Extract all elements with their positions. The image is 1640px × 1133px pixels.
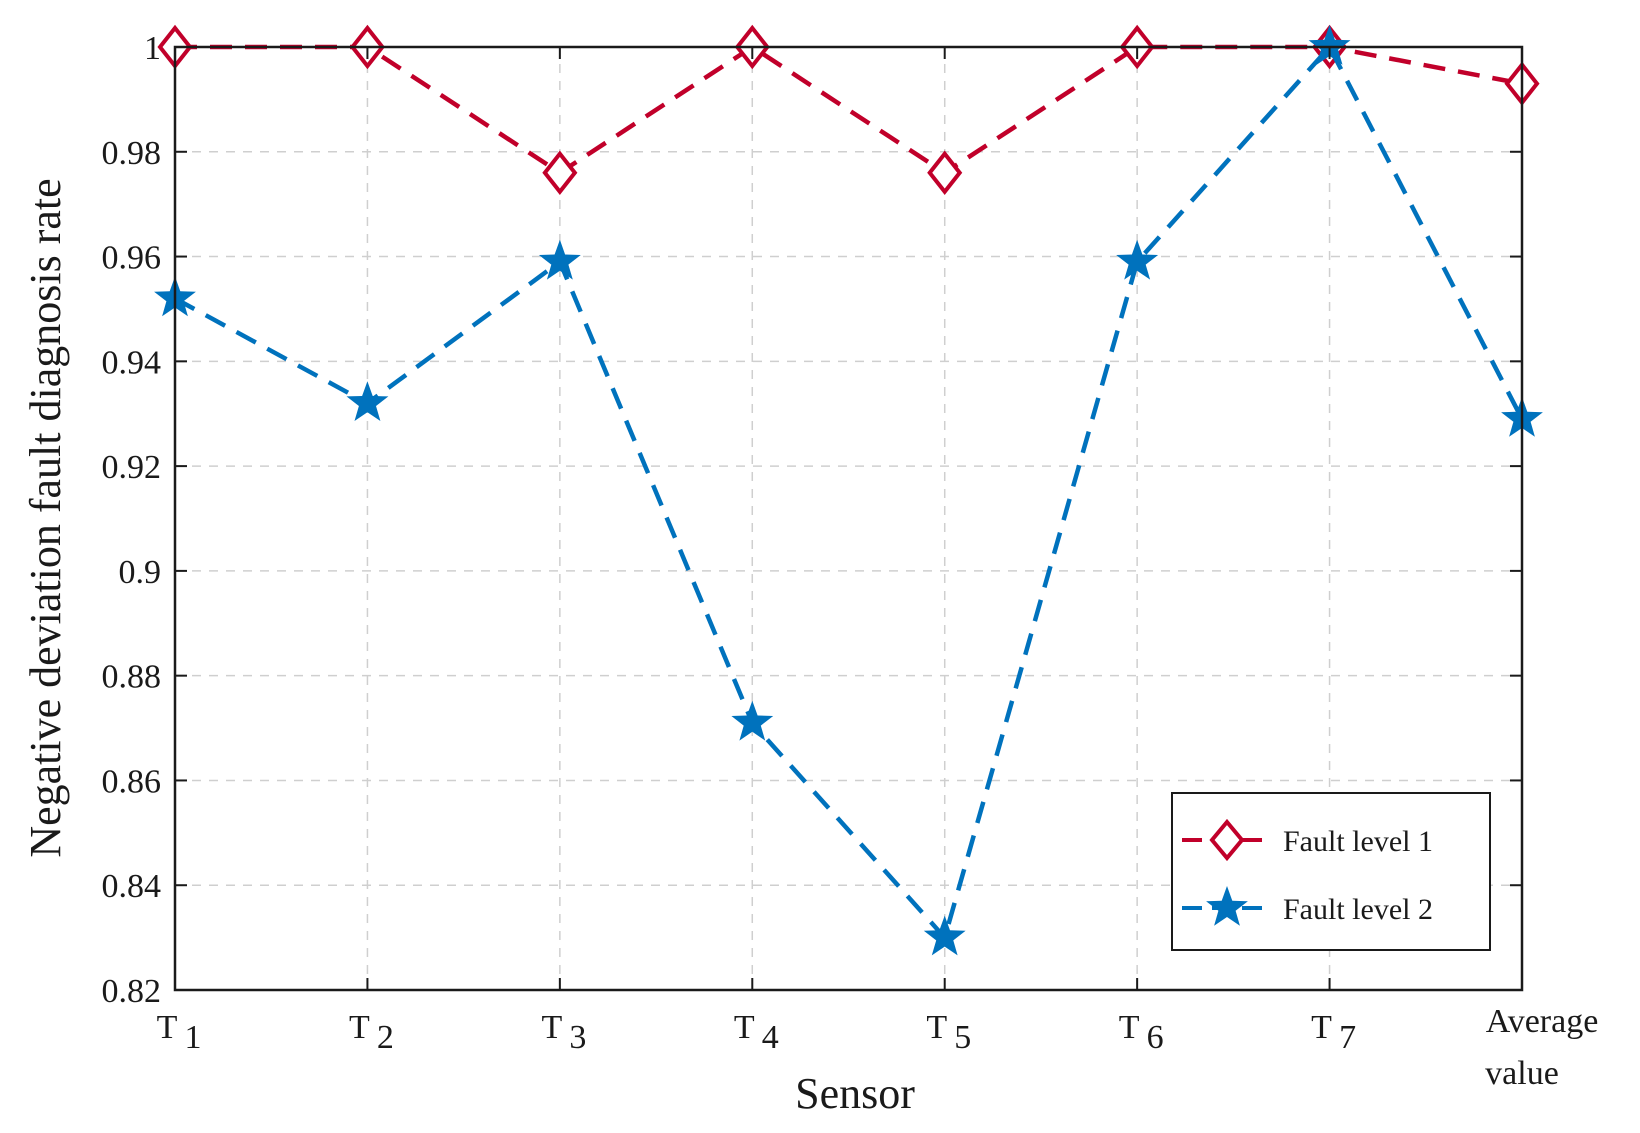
data-point-star (346, 381, 389, 421)
data-point-star (1116, 239, 1159, 280)
y-tick-label: 0.88 (102, 659, 162, 696)
x-tick-label: Average (1486, 1003, 1599, 1040)
x-tick-label-subscript: 1 (185, 1019, 202, 1056)
y-tick-label: 0.94 (102, 344, 162, 381)
y-tick-label: 0.92 (102, 449, 162, 486)
data-point-star (731, 700, 774, 741)
legend: Fault level 1 Fault level 2 (1171, 792, 1491, 951)
grid (175, 47, 1522, 990)
y-tick-label: 1 (144, 30, 161, 67)
series-line-fault-level-2 (173, 43, 1524, 943)
legend-label-fault-level-2: Fault level 2 (1283, 893, 1433, 926)
x-tick-label: T (1311, 1009, 1332, 1046)
x-tick-label: T (926, 1009, 947, 1046)
legend-label-fault-level-1: Fault level 1 (1283, 825, 1433, 858)
x-tick-label-subscript: 5 (954, 1019, 971, 1056)
x-tick-label-subscript: 2 (377, 1019, 394, 1056)
x-tick-label-line2: value (1485, 1055, 1559, 1092)
legend-box (1171, 792, 1491, 951)
y-tick-label: 0.9 (119, 554, 162, 591)
x-tick-label: T (349, 1009, 370, 1046)
data-point-star (538, 239, 581, 280)
y-tick-labels: 0.82 0.84 0.86 0.88 0.9 0.92 0.94 0.96 0.98 1 (102, 30, 162, 1010)
y-tick-label: 0.82 (102, 973, 162, 1010)
data-point-star (1308, 25, 1351, 65)
x-tick-label: T (1119, 1009, 1140, 1046)
x-axis-title: Sensor (795, 1069, 915, 1118)
data-point-diamond (542, 150, 578, 195)
legend-marker-star (1206, 886, 1248, 926)
legend-marker-diamond (1209, 818, 1245, 862)
data-point-star (923, 915, 966, 956)
x-tick-label-subscript: 4 (762, 1019, 779, 1056)
x-tick-label-subscript: 6 (1147, 1019, 1164, 1056)
x-tick-label: T (541, 1009, 562, 1046)
data-point-diamond (927, 150, 963, 195)
y-tick-label: 0.96 (102, 240, 162, 277)
x-tick-label: T (157, 1009, 178, 1046)
y-axis-title: Negative deviation fault diagnosis rate (21, 178, 70, 857)
plot-frame (173, 45, 1524, 992)
axis-ticks (174, 46, 1523, 991)
x-tick-label-subscript: 3 (569, 1019, 586, 1056)
x-tick-label: T (734, 1009, 755, 1046)
y-tick-label: 0.86 (102, 763, 162, 800)
x-tick-label-subscript: 7 (1339, 1019, 1356, 1056)
y-tick-label: 0.84 (102, 868, 162, 905)
y-tick-label: 0.98 (102, 135, 162, 172)
